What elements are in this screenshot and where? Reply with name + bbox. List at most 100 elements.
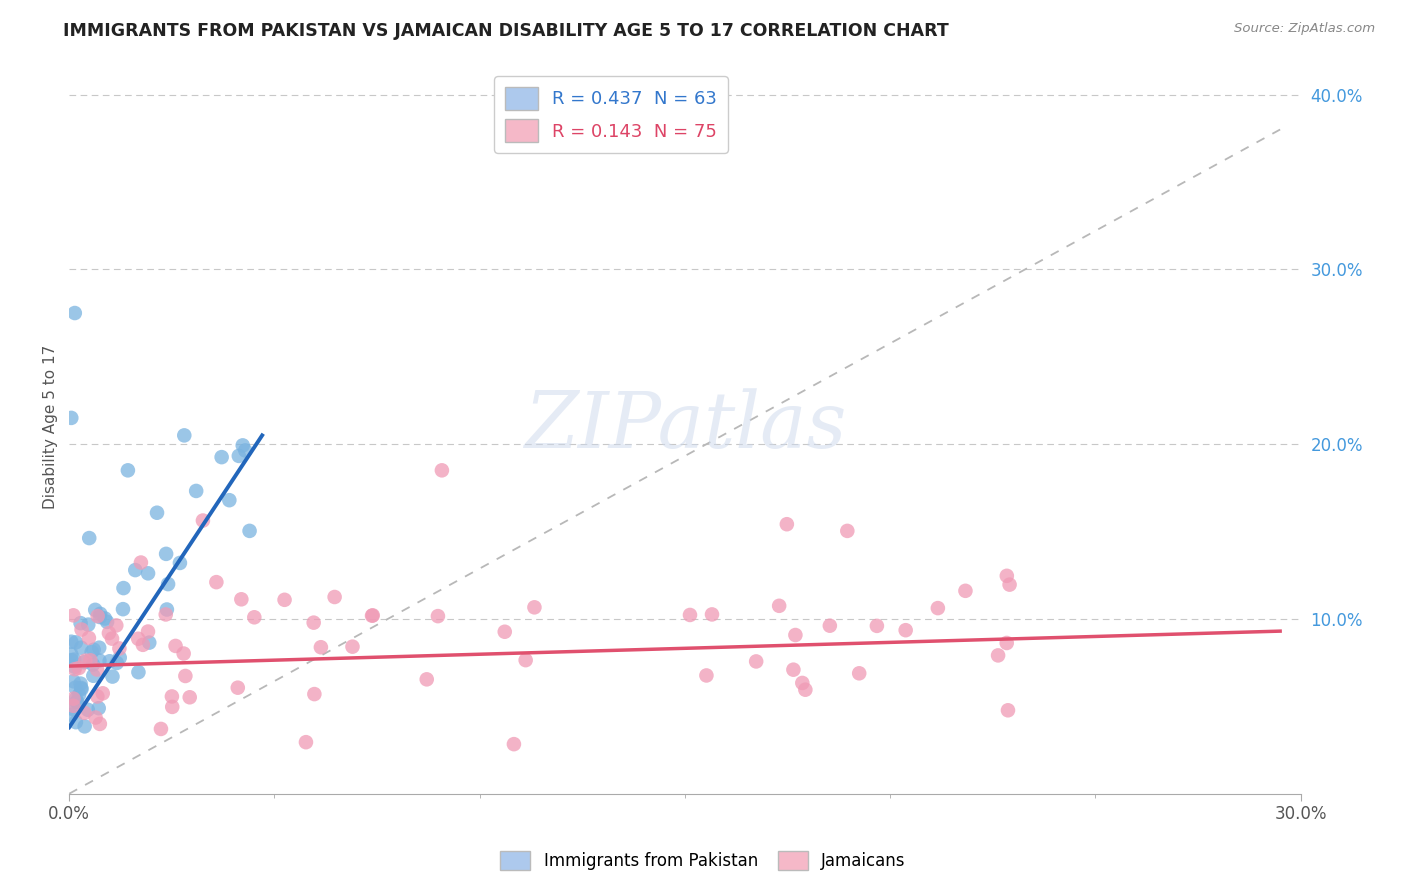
Point	[155, 547, 177, 561]
Point	[127, 632, 149, 646]
Point	[239, 524, 262, 538]
Point	[84, 710, 107, 724]
Point	[62, 698, 84, 713]
Point	[998, 577, 1021, 591]
Point	[515, 653, 537, 667]
Point	[86, 609, 108, 624]
Point	[776, 517, 799, 532]
Point	[63, 306, 86, 320]
Point	[67, 688, 90, 702]
Point	[65, 695, 87, 709]
Point	[205, 575, 228, 590]
Legend: R = 0.437  N = 63, R = 0.143  N = 75: R = 0.437 N = 63, R = 0.143 N = 75	[495, 76, 728, 153]
Point	[65, 715, 87, 730]
Point	[67, 661, 90, 675]
Point	[927, 601, 949, 615]
Point	[232, 438, 254, 452]
Point	[60, 410, 83, 425]
Point	[70, 623, 93, 637]
Point	[63, 660, 86, 674]
Point	[792, 676, 814, 690]
Point	[101, 632, 124, 646]
Point	[63, 652, 86, 666]
Point	[86, 663, 108, 677]
Point	[70, 681, 93, 695]
Point	[62, 691, 84, 706]
Point	[866, 619, 889, 633]
Point	[105, 618, 128, 632]
Point	[82, 657, 104, 672]
Text: IMMIGRANTS FROM PAKISTAN VS JAMAICAN DISABILITY AGE 5 TO 17 CORRELATION CHART: IMMIGRANTS FROM PAKISTAN VS JAMAICAN DIS…	[63, 22, 949, 40]
Point	[156, 602, 179, 616]
Point	[75, 654, 97, 668]
Point	[273, 592, 295, 607]
Point	[66, 695, 89, 709]
Point	[76, 703, 98, 717]
Point	[494, 624, 516, 639]
Point	[782, 663, 804, 677]
Point	[243, 610, 266, 624]
Point	[89, 717, 111, 731]
Point	[304, 687, 326, 701]
Point	[173, 428, 195, 442]
Point	[87, 701, 110, 715]
Point	[84, 603, 107, 617]
Point	[73, 655, 96, 669]
Point	[361, 608, 384, 623]
Point	[62, 674, 84, 689]
Point	[794, 682, 817, 697]
Point	[79, 653, 101, 667]
Point	[848, 666, 870, 681]
Point	[108, 650, 131, 665]
Point	[127, 665, 149, 680]
Point	[302, 615, 325, 630]
Point	[73, 719, 96, 733]
Point	[65, 691, 87, 706]
Point	[65, 635, 87, 649]
Point	[309, 640, 332, 655]
Point	[89, 640, 111, 655]
Point	[62, 608, 84, 623]
Point	[108, 641, 131, 656]
Point	[987, 648, 1010, 663]
Point	[117, 463, 139, 477]
Point	[785, 628, 807, 642]
Point	[77, 617, 100, 632]
Point	[132, 638, 155, 652]
Point	[89, 607, 111, 621]
Point	[186, 483, 208, 498]
Point	[228, 449, 250, 463]
Point	[179, 690, 201, 705]
Point	[70, 682, 93, 697]
Point	[211, 450, 233, 464]
Point	[124, 563, 146, 577]
Point	[503, 737, 526, 751]
Point	[65, 681, 87, 695]
Point	[136, 566, 159, 581]
Point	[169, 556, 191, 570]
Point	[62, 702, 84, 716]
Point	[60, 653, 83, 667]
Point	[69, 676, 91, 690]
Point	[63, 662, 86, 676]
Point	[995, 569, 1018, 583]
Point	[146, 506, 169, 520]
Point	[111, 602, 134, 616]
Point	[60, 707, 83, 722]
Point	[523, 600, 546, 615]
Point	[97, 626, 120, 640]
Point	[96, 615, 118, 629]
Text: Source: ZipAtlas.com: Source: ZipAtlas.com	[1234, 22, 1375, 36]
Point	[997, 703, 1019, 717]
Point	[101, 669, 124, 683]
Point	[416, 673, 439, 687]
Point	[157, 577, 180, 591]
Point	[894, 623, 917, 637]
Point	[77, 631, 100, 645]
Point	[342, 640, 364, 654]
Point	[768, 599, 790, 613]
Point	[361, 608, 384, 623]
Point	[162, 699, 184, 714]
Point	[80, 645, 103, 659]
Point	[73, 706, 96, 720]
